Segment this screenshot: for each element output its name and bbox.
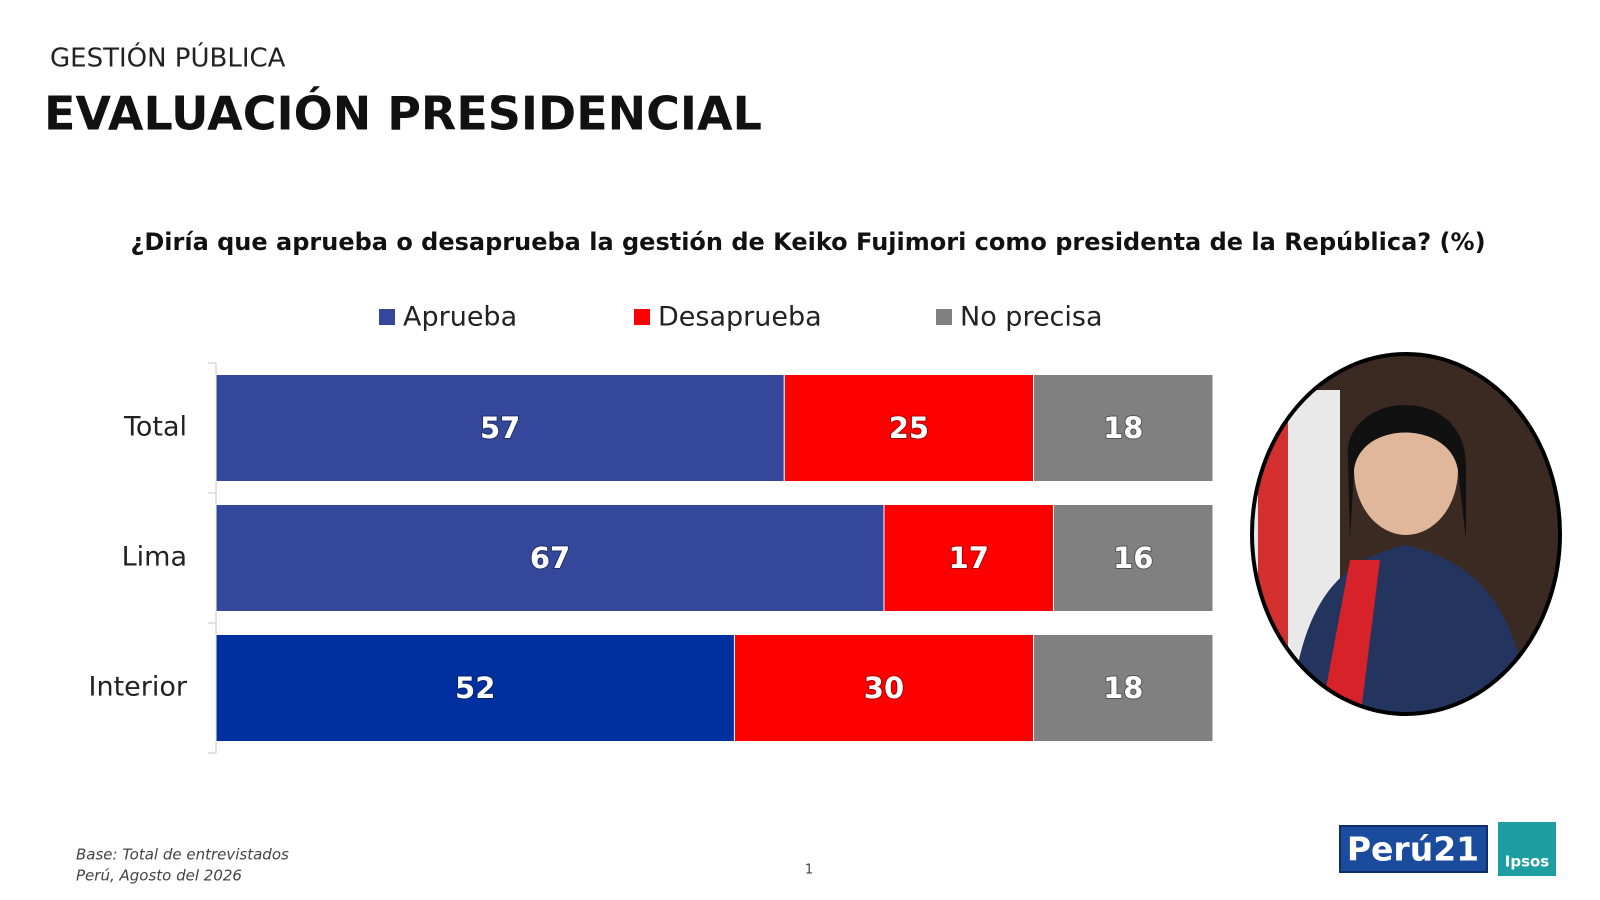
legend-swatch bbox=[936, 309, 952, 325]
note: Perú, Agosto del 2026 bbox=[76, 867, 242, 885]
page-number: 1 bbox=[805, 863, 813, 878]
bar-segment bbox=[1033, 634, 1214, 742]
value-label: 52 bbox=[455, 671, 495, 705]
bar-segment bbox=[1033, 374, 1214, 482]
value-label: 25 bbox=[889, 411, 929, 445]
logo-box bbox=[1498, 822, 1556, 876]
y-tick-label: Interior bbox=[89, 672, 188, 703]
legend-swatch bbox=[634, 309, 650, 325]
bar-segment bbox=[883, 504, 1054, 612]
bar-segment bbox=[733, 634, 1035, 742]
value-label: 18 bbox=[1103, 411, 1143, 445]
value-label: 18 bbox=[1103, 671, 1143, 705]
subtitle: ¿Diría que aprueba o desaprueba la gesti… bbox=[130, 228, 1485, 256]
bar-segment bbox=[783, 374, 1035, 482]
portrait-frame bbox=[1250, 352, 1562, 716]
bar-segment bbox=[1052, 504, 1214, 612]
y-tick-label: Lima bbox=[122, 542, 187, 573]
bar-segment bbox=[215, 374, 785, 482]
value-label: 17 bbox=[949, 541, 989, 575]
legend-label: Desaprueba bbox=[658, 302, 822, 333]
chart-title: EVALUACIÓN PRESIDENCIAL bbox=[44, 87, 762, 141]
logo: Perú21 bbox=[1347, 830, 1479, 869]
logo-box bbox=[1339, 825, 1488, 873]
kicker: GESTIÓN PÚBLICA bbox=[50, 42, 286, 74]
value-label: 16 bbox=[1113, 541, 1153, 575]
note: Base: Total de entrevistados bbox=[76, 846, 289, 864]
axis-separators bbox=[208, 362, 216, 754]
y-tick-label: Total bbox=[123, 412, 187, 443]
logo: Ipsos bbox=[1505, 853, 1550, 871]
bar-segment bbox=[215, 634, 735, 742]
value-label: 67 bbox=[530, 541, 570, 575]
legend-label: No precisa bbox=[960, 302, 1103, 333]
value-label: 30 bbox=[864, 671, 904, 705]
value-label: 57 bbox=[480, 411, 520, 445]
legend-swatch bbox=[379, 309, 395, 325]
legend-label: Aprueba bbox=[403, 302, 517, 333]
